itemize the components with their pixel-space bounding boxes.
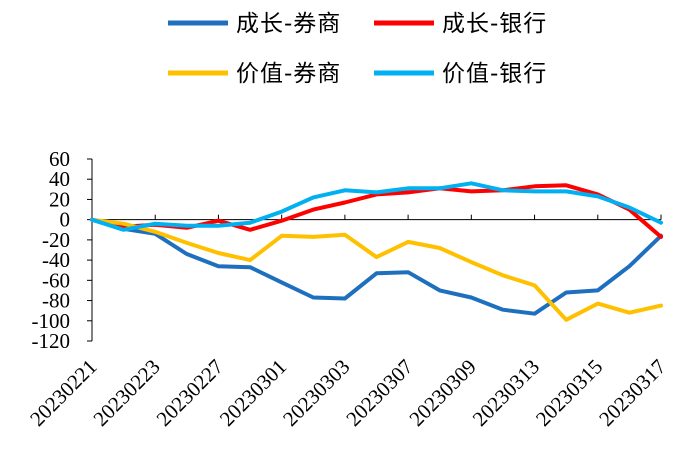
plot-lines (90, 181, 663, 322)
y-tick-label: 40 (49, 167, 70, 191)
y-tick-label: -100 (32, 309, 71, 333)
x-tick-label: 20230307 (341, 355, 417, 431)
legend-item-0: 成长-券商 (168, 11, 341, 37)
x-tick-label: 20230221 (25, 355, 101, 431)
y-tick-label: -80 (42, 289, 70, 313)
x-tick-label: 20230303 (278, 355, 354, 431)
y-tick-label: -20 (42, 228, 70, 252)
y-tick-label: -60 (42, 268, 70, 292)
y-tick-label: -120 (32, 329, 71, 353)
legend-label: 价值-券商 (236, 61, 341, 87)
x-tick-label: 20230301 (215, 355, 291, 431)
series-line-1 (90, 183, 663, 239)
x-tick-label: 20230315 (531, 355, 607, 431)
x-tick-label: 20230227 (152, 355, 228, 431)
x-tick-label: 20230313 (468, 355, 544, 431)
x-tick-label: 20230223 (88, 355, 164, 431)
y-tick-label: 60 (49, 147, 70, 171)
y-tick-label: 20 (49, 187, 70, 211)
series-line-0 (90, 217, 663, 316)
legend-item-3: 价值-银行 (374, 61, 547, 87)
y-tick-label: -40 (42, 248, 70, 272)
series-line-3 (90, 181, 663, 232)
y-tick-label: 0 (60, 208, 71, 232)
x-tick-label: 20230317 (594, 355, 670, 431)
legend-label: 成长-银行 (442, 11, 547, 37)
legend-item-2: 价值-券商 (168, 61, 341, 87)
x-tick-label: 20230309 (405, 355, 481, 431)
series-line-2 (90, 217, 663, 322)
x-axis: 2023022120230223202302272023030120230303… (25, 214, 671, 431)
legend-item-1: 成长-银行 (374, 11, 547, 37)
legend-label: 价值-银行 (442, 61, 547, 87)
legend-label: 成长-券商 (236, 11, 341, 37)
